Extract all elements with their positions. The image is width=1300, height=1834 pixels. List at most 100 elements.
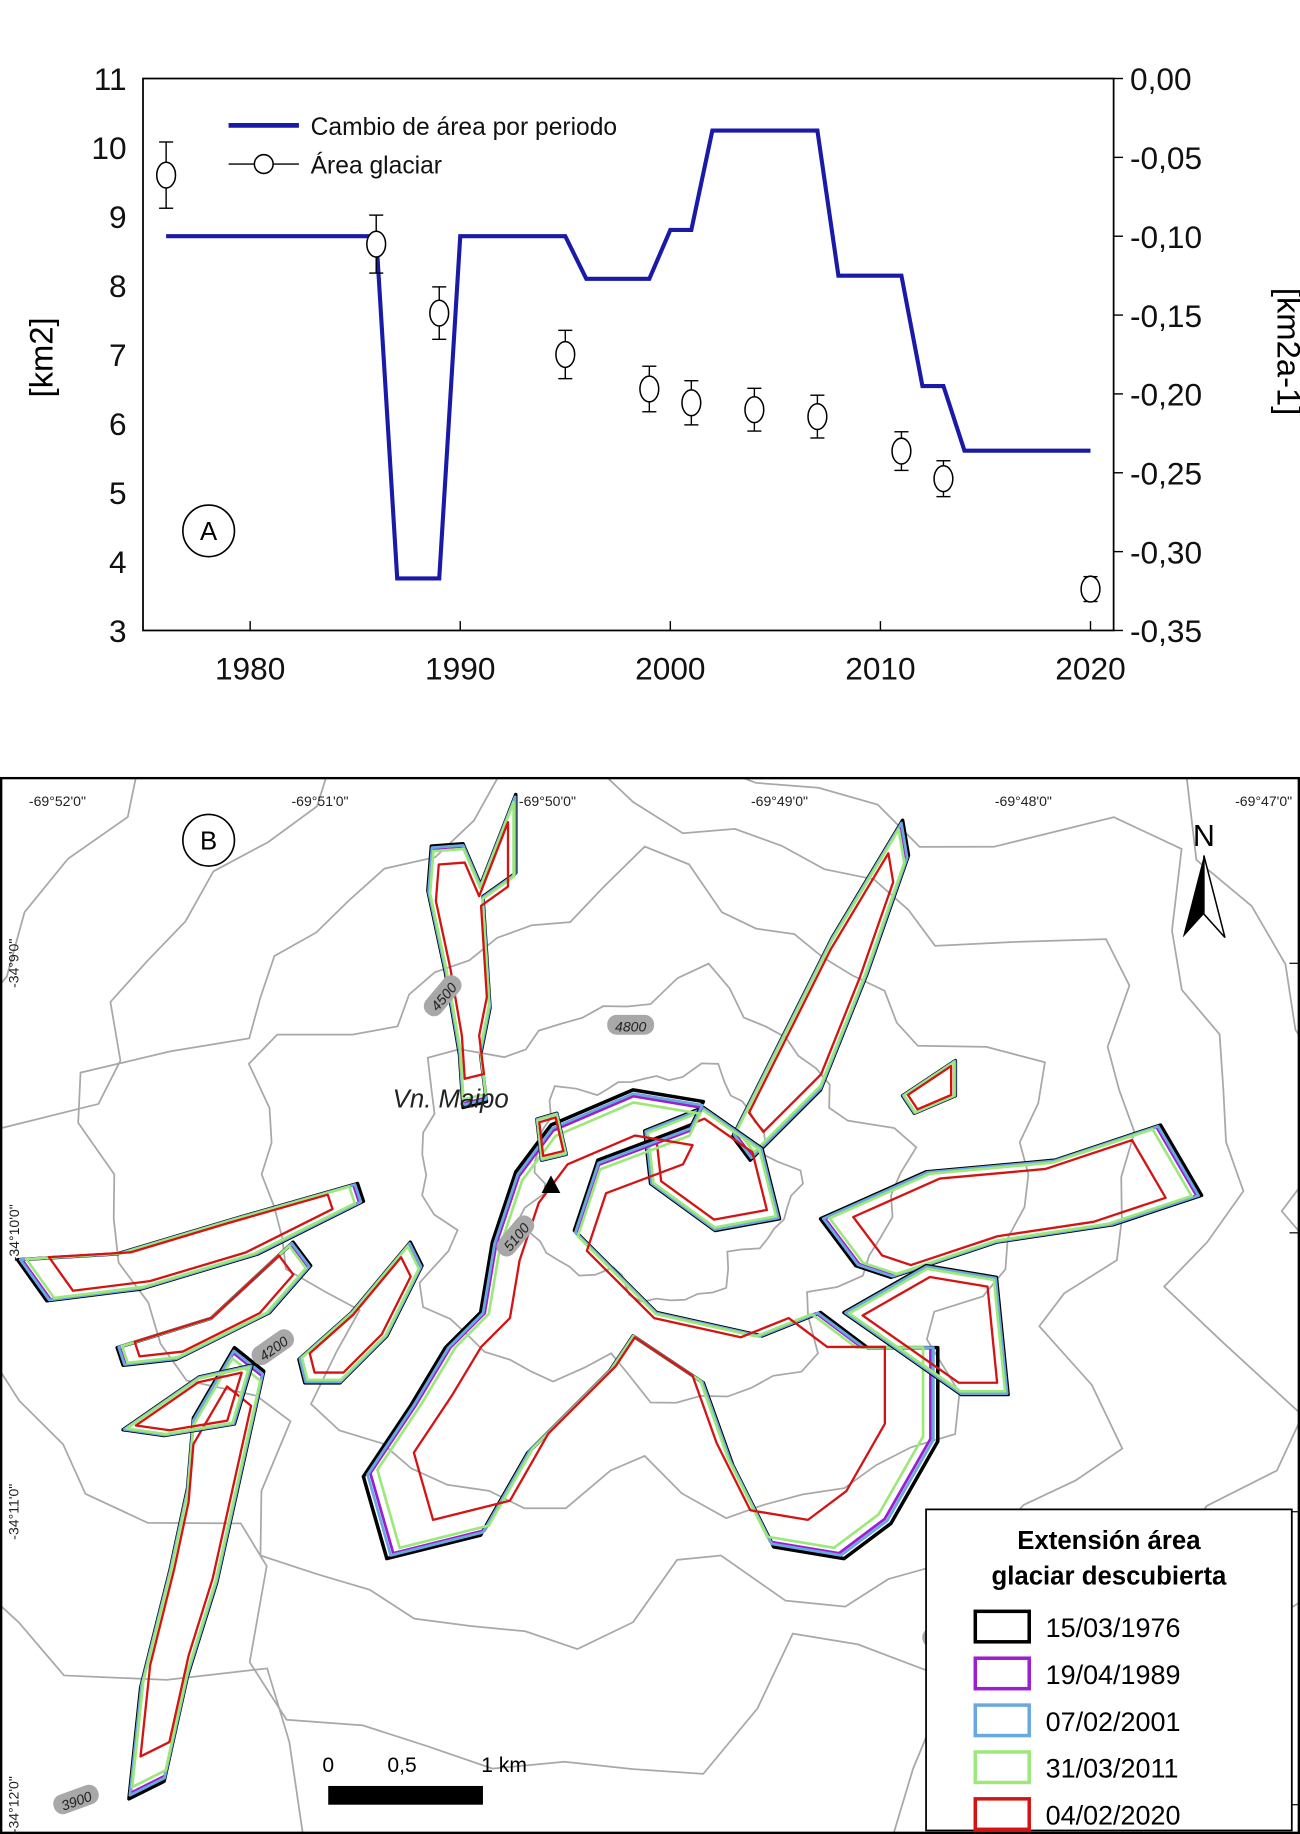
- legend-entry: 31/03/2011: [973, 1750, 1179, 1785]
- area-data-point: [429, 286, 450, 341]
- panel-label-a: A: [200, 518, 218, 546]
- outline-1976: [361, 1088, 940, 1561]
- outline-2020: [747, 852, 895, 1134]
- y-tick-label-right: -0,05: [1130, 140, 1202, 176]
- legend-entry: 04/02/2020: [973, 1797, 1181, 1832]
- legend-title-line1: Extensión área: [1017, 1527, 1201, 1555]
- area-marker: [891, 437, 912, 465]
- area-data-point: [681, 380, 702, 426]
- outline-2001: [844, 1265, 1009, 1395]
- rate-step-line: [166, 128, 1091, 581]
- panel-label-circle-a: [182, 504, 236, 558]
- y-tick-label-right: -0,25: [1130, 455, 1202, 491]
- glacier: [842, 1263, 1010, 1397]
- scale-bar: 0 0,5 1 km: [322, 1754, 527, 1805]
- area-data-point: [366, 214, 387, 274]
- glacier: [535, 1111, 568, 1162]
- latitude-label: -34°10'0": [6, 1204, 22, 1261]
- area-marker: [366, 230, 387, 258]
- glacier: [730, 818, 911, 1162]
- outline-2011: [828, 1127, 1193, 1276]
- area-marker: [807, 402, 828, 431]
- legend-entry-label: 15/03/1976: [1046, 1613, 1181, 1643]
- area-marker: [639, 375, 660, 403]
- scale-label-0: 0: [322, 1754, 334, 1777]
- area-marker: [744, 396, 765, 424]
- legend-entry-label: 19/04/1989: [1046, 1660, 1181, 1690]
- y-tick-label-right: -0,10: [1130, 219, 1202, 255]
- contour-label-text: 4800: [615, 1018, 646, 1034]
- plot-area: [142, 77, 1115, 632]
- latitude-label: -34°11'0": [6, 1484, 22, 1540]
- north-label: N: [1193, 819, 1215, 853]
- area-data-point: [933, 460, 954, 498]
- outline-2011: [646, 1109, 778, 1229]
- legend-swatch: [973, 1797, 1031, 1832]
- longitude-label: -69°48'0": [995, 793, 1052, 809]
- latitude-label: -34°9'0": [6, 939, 22, 988]
- outline-2001: [644, 1106, 780, 1231]
- legend-swatch: [973, 1656, 1031, 1691]
- legend-swatch: [973, 1750, 1031, 1785]
- legend-entry-label: 07/02/2001: [1046, 1707, 1181, 1737]
- outline-2020: [139, 1385, 253, 1758]
- area-data-point: [555, 329, 576, 380]
- outline-2011: [376, 1101, 925, 1550]
- contour-label-bg: [251, 1329, 295, 1366]
- outline-2001: [366, 1092, 935, 1557]
- legend-swatch: [973, 1609, 1031, 1644]
- glacier: [361, 1088, 940, 1561]
- y-tick-label-left: 9: [109, 199, 127, 235]
- legend-title-line2: glaciar descubierta: [991, 1562, 1227, 1590]
- contour-label-bg: [607, 1014, 655, 1035]
- x-tick-label: 1990: [425, 651, 495, 687]
- area-marker: [555, 340, 576, 369]
- outline-2011: [902, 1060, 956, 1114]
- outline-2011: [125, 1365, 251, 1436]
- legend-entry: 19/04/1989: [973, 1656, 1181, 1691]
- y-tick-label-left: 10: [91, 130, 126, 166]
- outline-2020: [47, 1193, 334, 1292]
- outline-2001: [821, 1124, 1200, 1278]
- x-tick-label: 2000: [635, 651, 705, 687]
- legend-entry-label: 31/03/2011: [1046, 1754, 1179, 1784]
- legend-circle-marker: [253, 153, 274, 175]
- scale-label-half: 0,5: [387, 1754, 416, 1777]
- panel-label-circle-b: [182, 813, 236, 867]
- y-tick-label-left: 4: [109, 544, 127, 580]
- area-data-point: [891, 431, 912, 472]
- scale-label-1km: 1 km: [481, 1754, 527, 1777]
- outline-2020: [538, 1116, 565, 1158]
- outline-2020: [133, 1254, 295, 1358]
- longitude-label: -69°52'0": [29, 793, 86, 809]
- chart-panel-a: 1980 1990 2000 2010 2020 3 4 5 6 7 8 9 10 11 -0,35 -0,3…: [23, 61, 1300, 686]
- x-tick-label: 2010: [845, 651, 915, 687]
- legend-entry: 15/03/1976: [973, 1609, 1181, 1644]
- outline-2020: [852, 1138, 1167, 1267]
- contour-label-bg: [53, 1784, 99, 1815]
- y-tick-label-left: 6: [109, 406, 127, 442]
- longitude-label: -69°51'0": [291, 793, 348, 809]
- glacier: [15, 1181, 366, 1303]
- contour-line: [515, 1062, 804, 1303]
- map-frame: [0, 776, 1300, 1834]
- legend-label-rate: Cambio de área por periodo: [311, 114, 617, 141]
- area-marker: [429, 299, 450, 327]
- x-tick-label: 1980: [215, 651, 285, 687]
- longitude-label: -69°50'0": [519, 793, 576, 809]
- area-marker: [1080, 575, 1101, 603]
- glacier: [127, 1345, 266, 1801]
- area-data-point: [744, 387, 765, 432]
- area-data-point: [807, 394, 828, 439]
- outline-2011: [735, 828, 906, 1154]
- glacier: [121, 1363, 254, 1438]
- y-axis-label-right: [km2a-1]: [1271, 288, 1300, 416]
- legend-entry-label: 04/02/2020: [1046, 1801, 1181, 1831]
- contour-label-bg: [496, 1215, 535, 1257]
- contour-label: 3900: [53, 1784, 99, 1815]
- legend-label-area: Área glaciar: [311, 152, 442, 179]
- glacier: [900, 1058, 958, 1116]
- y-tick-label-left: 8: [109, 268, 127, 304]
- outline-2020: [412, 1134, 886, 1522]
- area-data-point: [1080, 575, 1101, 603]
